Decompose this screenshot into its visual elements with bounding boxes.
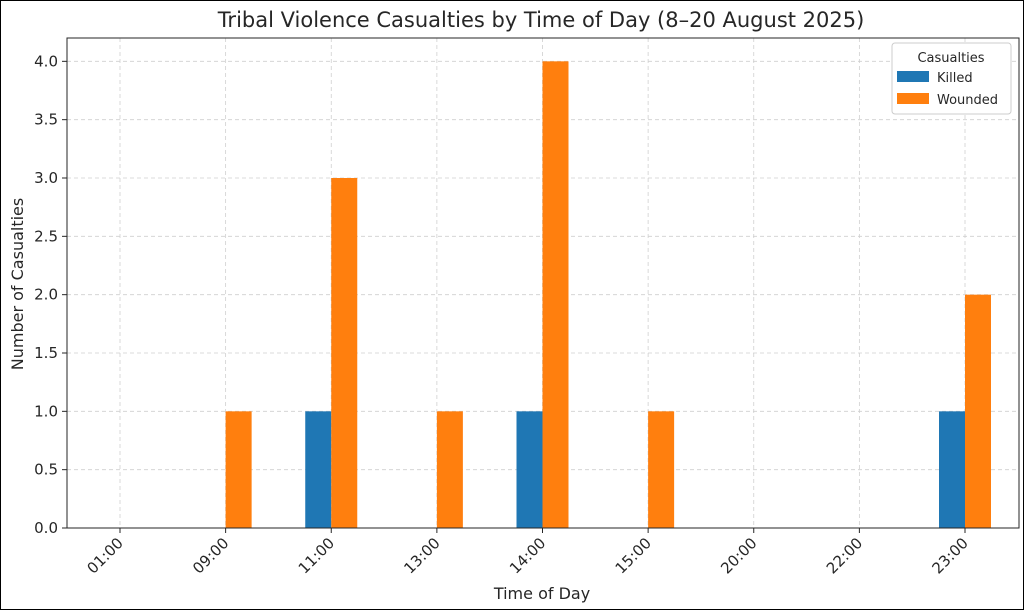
y-tick-label: 3.5: [34, 111, 58, 129]
y-axis-label: Number of Casualties: [8, 198, 27, 370]
x-tick-label: 01:00: [84, 534, 127, 577]
x-tick-label: 22:00: [823, 534, 866, 577]
x-tick-label: 13:00: [400, 534, 443, 577]
legend-swatch-wounded: [897, 93, 929, 104]
legend-swatch-killed: [897, 71, 929, 82]
bar-wounded-0900: [225, 411, 252, 528]
legend-label-wounded: Wounded: [937, 93, 998, 108]
x-ticks: 01:00 09:00 11:00 13:00 14:00 15:00 20:00 22:00…: [84, 528, 972, 577]
legend-items: Killed Wounded: [897, 71, 998, 108]
legend: Casualties Killed Wounded: [891, 42, 1012, 115]
x-axis-label: Time of Day: [493, 584, 590, 603]
bar-killed-2300: [939, 411, 965, 528]
x-tick-label: 09:00: [189, 534, 232, 577]
x-tick-label: 15:00: [612, 534, 655, 577]
y-tick-label: 4.0: [34, 52, 58, 70]
y-tick-label: 1.5: [34, 344, 58, 362]
bar-wounded-2300: [965, 294, 991, 528]
bars: [225, 61, 991, 528]
bar-killed-1100: [305, 411, 332, 528]
bar-wounded-1400: [542, 61, 569, 528]
legend-label-killed: Killed: [937, 71, 973, 86]
x-tick-label: 23:00: [929, 534, 972, 577]
y-tick-label: 0.5: [34, 461, 58, 479]
y-tick-label: 2.5: [34, 227, 58, 245]
bar-killed-1400: [516, 411, 543, 528]
legend-title: Casualties: [917, 51, 984, 66]
bar-wounded-1300: [436, 411, 463, 528]
bar-wounded-1500: [648, 411, 675, 528]
x-tick-label: 14:00: [506, 534, 549, 577]
y-tick-label: 1.0: [34, 402, 58, 420]
x-tick-label: 11:00: [295, 534, 338, 577]
y-tick-label: 2.0: [34, 286, 58, 304]
x-tick-label: 20:00: [717, 534, 760, 577]
chart-title: Tribal Violence Casualties by Time of Da…: [217, 8, 865, 32]
y-tick-label: 0.0: [34, 519, 58, 537]
y-tick-label: 3.0: [34, 169, 58, 187]
y-ticks: 0.0 0.5 1.0 1.5 2.0 2.5 3.0 3.5 4.0: [34, 52, 67, 537]
bar-wounded-1100: [331, 178, 358, 528]
